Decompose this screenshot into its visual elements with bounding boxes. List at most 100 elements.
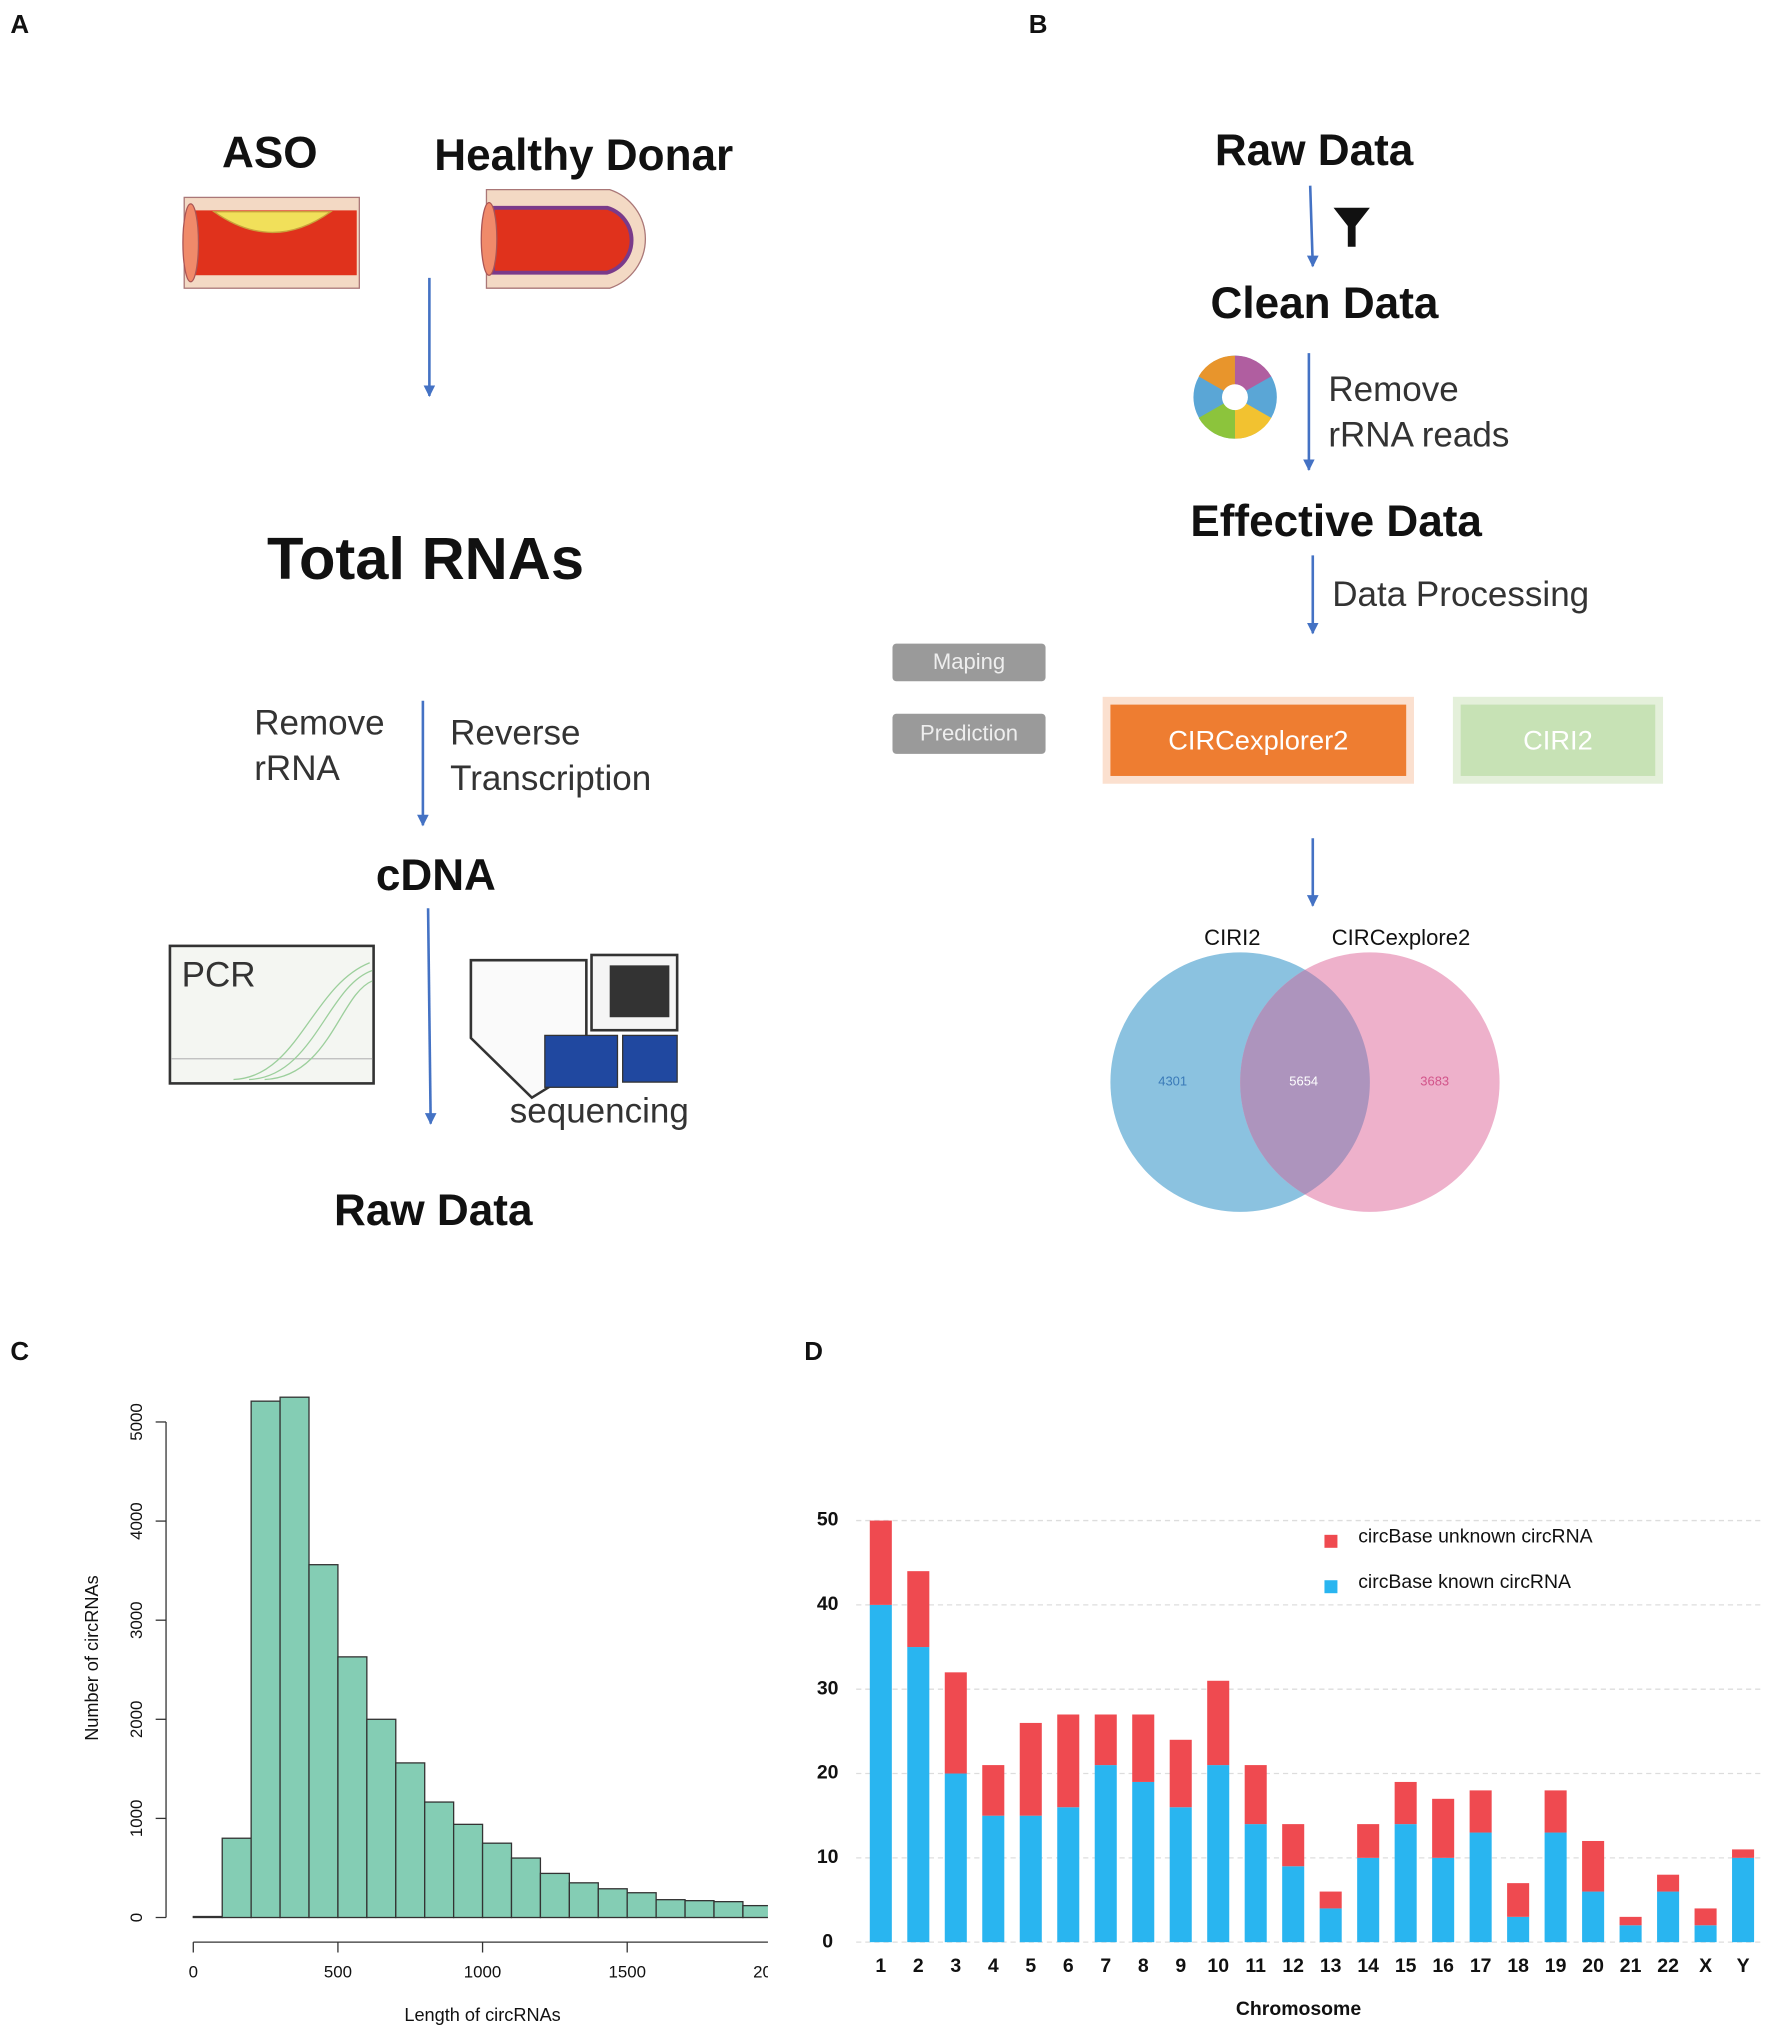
- bar-segment: [1319, 1891, 1342, 1909]
- y-tick-label: 5000: [127, 1403, 146, 1441]
- bar-segment: [982, 1765, 1005, 1816]
- bar: [713, 1901, 744, 1919]
- x-axis-label: Length of circRNAs: [404, 2005, 560, 2025]
- venn-left-name: CIRI2: [1204, 925, 1260, 950]
- x-tick-label: 500: [324, 1963, 352, 1982]
- x-tick-label: 3: [950, 1955, 961, 1977]
- x-tick-label: 5: [1025, 1955, 1036, 1977]
- bar: [337, 1656, 368, 1919]
- line: Reverse: [450, 714, 580, 753]
- y-axis-label: Number of circRNAs: [82, 1575, 102, 1740]
- panel-b: B Raw Data Clean Data Remove rRNA reads E…: [892, 11, 1664, 1212]
- legend-label: circBase unknown circRNA: [1358, 1526, 1592, 1548]
- venn-right-name: CIRCexplore2: [1332, 925, 1470, 950]
- remove-rrna: Remove rRNA: [254, 704, 384, 788]
- x-tick-label: 4: [988, 1955, 999, 1977]
- bar-segment: [1657, 1874, 1680, 1892]
- bar-segment: [1657, 1891, 1680, 1943]
- panel-label: D: [804, 1338, 823, 1366]
- bar-segment: [1169, 1807, 1192, 1943]
- tool1-box: [1110, 704, 1407, 776]
- x-tick-label: Y: [1737, 1955, 1750, 1977]
- bar-segment: [1057, 1714, 1080, 1808]
- line: rRNA reads: [1328, 416, 1509, 455]
- bar-segment: [1057, 1807, 1080, 1943]
- y-tick-label: 40: [817, 1593, 839, 1615]
- bar-segment: [1732, 1857, 1755, 1943]
- bar-segment: [869, 1604, 892, 1943]
- effective-data: Effective Data: [1190, 497, 1482, 546]
- venn-left-count: 4301: [1158, 1074, 1187, 1089]
- bar-segment: [869, 1520, 892, 1605]
- bar-segment: [982, 1815, 1005, 1943]
- pcr-box: PCR: [168, 944, 375, 1085]
- sequencer: [469, 953, 679, 1100]
- legend-label: circBase known circRNA: [1358, 1571, 1571, 1593]
- y-tick-label: 1000: [127, 1800, 146, 1838]
- panel-label: C: [10, 1338, 29, 1366]
- prediction-box: [892, 713, 1046, 754]
- wheel-icon: [1193, 355, 1277, 439]
- x-tick-label: 13: [1320, 1955, 1342, 1977]
- y-tick-label: 4000: [127, 1502, 146, 1540]
- venn-overlap-count: 5654: [1289, 1074, 1318, 1089]
- aso-vessel: [182, 196, 360, 289]
- bar: [192, 1915, 223, 1919]
- tool1-label: CIRCexplorer2: [1168, 724, 1348, 755]
- bar-segment: [1544, 1790, 1567, 1833]
- remove-reads: Remove rRNA reads: [1328, 370, 1509, 454]
- x-tick-label: 6: [1063, 1955, 1074, 1977]
- y-tick-label: 2000: [127, 1701, 146, 1739]
- x-tick-label: X: [1699, 1955, 1712, 1977]
- bar: [510, 1857, 542, 1919]
- reverse-transcription: Reverse Transcription: [450, 714, 651, 798]
- y-tick-label: 30: [817, 1677, 839, 1699]
- bar-segment: [907, 1647, 930, 1943]
- x-tick-label: 1: [875, 1955, 886, 1977]
- bar-segment: [1132, 1781, 1155, 1943]
- total-rna: Total RNAs: [267, 525, 584, 592]
- venn-right-count: 3683: [1420, 1074, 1449, 1089]
- y-tick-label: 50: [817, 1509, 839, 1531]
- data-processing: Data Processing: [1332, 575, 1589, 614]
- venn-overlap: [1240, 969, 1370, 1195]
- bar-segment: [1394, 1824, 1417, 1943]
- panel-label: B: [1029, 11, 1048, 39]
- aso-label: ASO: [222, 129, 318, 178]
- raw-data: Raw Data: [1215, 126, 1414, 175]
- bar-segment: [1469, 1790, 1492, 1833]
- y-tick-label: 20: [817, 1762, 839, 1784]
- healthy-label: Healthy Donar: [434, 131, 733, 180]
- x-tick-label: 10: [1207, 1955, 1229, 1977]
- x-tick-label: 17: [1470, 1955, 1492, 1977]
- bar-segment: [1432, 1857, 1455, 1943]
- cdna: cDNA: [376, 851, 496, 900]
- bar: [250, 1400, 281, 1919]
- x-tick-label: 9: [1175, 1955, 1186, 1977]
- bar-segment: [1469, 1832, 1492, 1943]
- healthy-vessel: [480, 188, 647, 289]
- panel-label: A: [10, 11, 29, 39]
- bar-segment: [907, 1571, 930, 1648]
- x-axis-label: Chromosome: [1236, 1998, 1361, 2020]
- bar-segment: [1394, 1781, 1417, 1825]
- x-tick-label: 21: [1620, 1955, 1642, 1977]
- legend-swatch: [1324, 1534, 1338, 1548]
- x-tick-label: 20: [1582, 1955, 1604, 1977]
- x-tick-label: 1500: [608, 1963, 646, 1982]
- x-tick-label: 18: [1507, 1955, 1529, 1977]
- bar-segment: [1319, 1908, 1342, 1943]
- tool2-label: CIRI2: [1523, 724, 1593, 755]
- bar-segment: [1244, 1765, 1267, 1825]
- x-tick-label: 15: [1395, 1955, 1417, 1977]
- bar-segment: [1207, 1765, 1230, 1943]
- bar-segment: [1094, 1765, 1117, 1943]
- x-tick-label: 14: [1357, 1955, 1379, 1977]
- x-tick-label: 16: [1432, 1955, 1454, 1977]
- prediction-label: Prediction: [920, 720, 1018, 745]
- x-tick-label: 7: [1100, 1955, 1111, 1977]
- bar-segment: [1619, 1925, 1642, 1943]
- y-tick-label: 10: [817, 1846, 839, 1868]
- line: Transcription: [450, 759, 651, 798]
